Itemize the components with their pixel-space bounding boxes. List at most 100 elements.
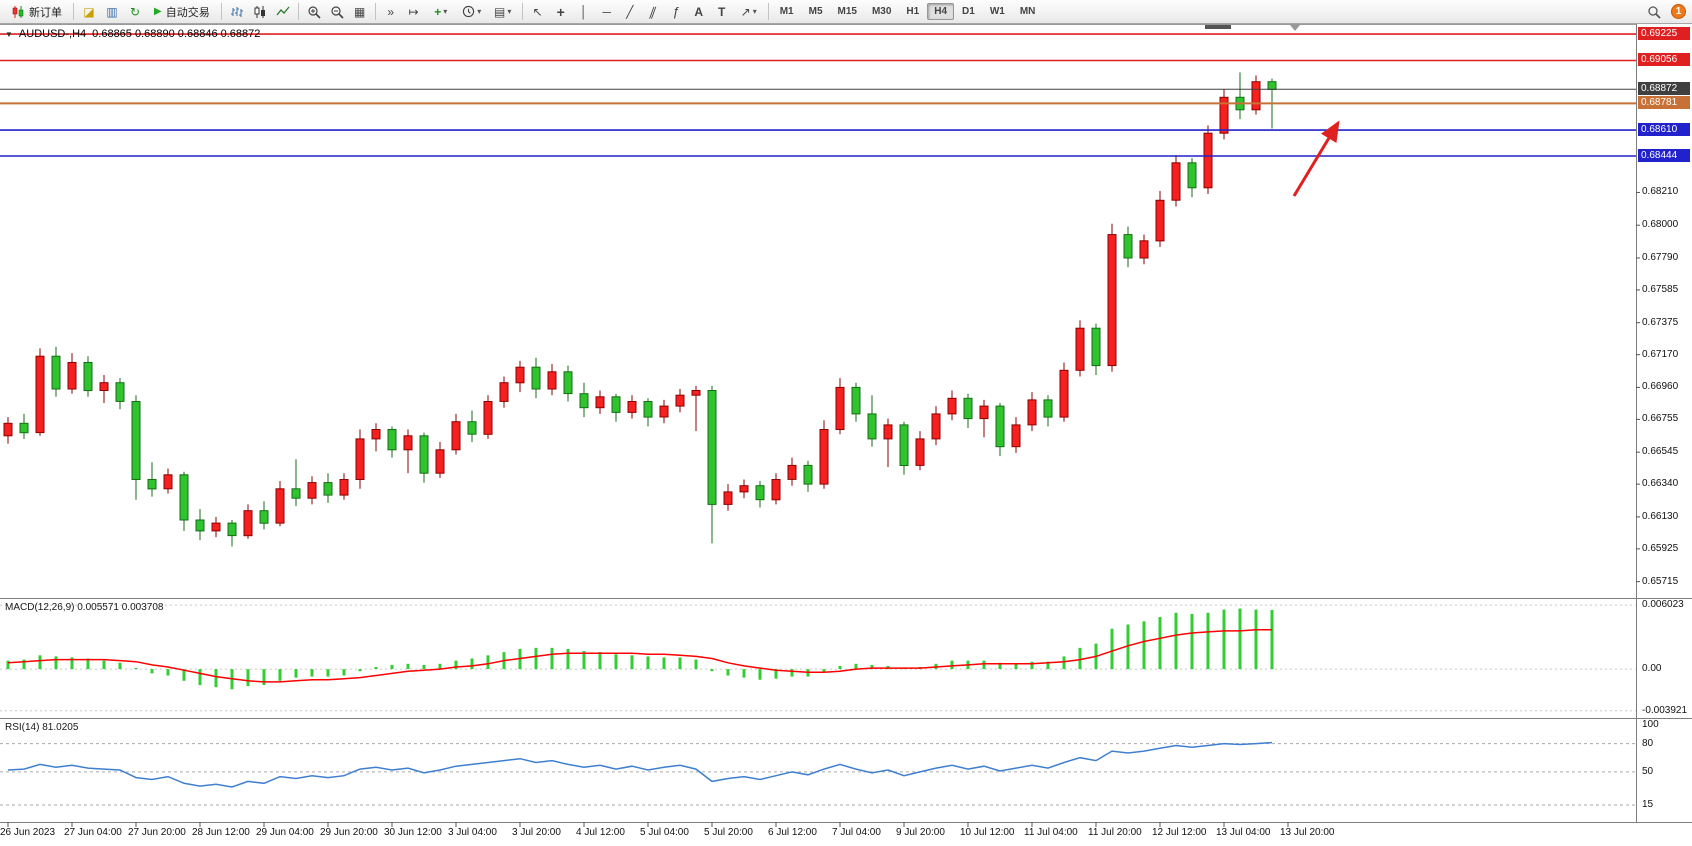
one-click-trading-toggle[interactable]: ▼ [5,29,13,39]
candle-body [851,386,861,415]
macd-histogram-bar [6,660,10,670]
bar-chart-icon[interactable] [226,2,248,22]
macd-histogram-bar [566,648,570,670]
timeframe-M5[interactable]: M5 [808,6,823,17]
candle-body [195,519,205,532]
macd-histogram-bar [854,663,858,670]
search-icon[interactable] [1643,2,1665,22]
candle-body [1059,369,1069,418]
separator [767,3,769,20]
notification-badge[interactable]: 1 [1671,4,1686,19]
cursor-tool-icon[interactable]: ↖ [532,4,543,19]
candle-body [211,522,221,532]
macd-histogram-bar [1062,656,1066,670]
candle-body [531,366,541,390]
candle-body [1139,240,1149,259]
macd-histogram-bar [54,656,58,670]
timeframe-H1[interactable]: H1 [906,6,920,17]
zoom-in-icon[interactable] [303,2,325,22]
macd-histogram-bar [214,669,218,688]
candle-body [755,485,765,501]
refresh-icon[interactable]: ↻ [129,4,141,19]
charts-profile-icon[interactable]: ◪ [83,4,95,19]
candle-body [3,422,13,437]
auto-scroll-icon[interactable]: » [387,4,395,19]
candle-body [19,422,29,434]
quote-ohlc-label: 0.68865 0.68890 0.68846 0.68872 [92,28,261,40]
macd-histogram-bar [598,652,602,670]
candle-body [419,435,429,474]
candle-body [1075,327,1085,371]
macd-histogram-bar [742,669,746,678]
macd-histogram-bar [262,669,266,686]
candlestick-chart-icon[interactable] [249,2,271,22]
macd-histogram-bar [838,665,842,670]
timeframe-M1[interactable]: M1 [779,6,794,17]
macd-histogram-bar [694,659,698,670]
chart-canvas[interactable] [0,24,1692,846]
chart-scrollbar-thumb[interactable] [1205,25,1231,29]
candle-body [947,397,957,415]
candle-body [403,435,413,451]
chart-area: 0.006023 0.00 -0.003921 100 80 50 15 0.69225 0.6… [0,24,1692,846]
timeframe-M30[interactable]: M30 [871,6,892,17]
zoom-out-icon[interactable] [326,2,348,22]
timeframe-D1[interactable]: D1 [962,6,975,17]
candle-body [1203,132,1213,189]
macd-histogram-bar [870,664,874,670]
fibonacci-tool-icon[interactable]: ƒ [672,4,680,19]
arrows-tool-icon: ↗ [740,4,751,19]
candle-body [963,397,973,420]
indicators-button[interactable]: + ▾ [426,2,456,22]
arrows-tool-button[interactable]: ↗ ▾ [734,2,764,22]
trendline-tool-icon[interactable]: ╱ [626,4,634,19]
candle-body [163,474,173,490]
candle-body [147,479,157,490]
autotrading-button[interactable]: ▶ 自动交易 [147,2,217,22]
new-order-label: 新订单 [29,6,62,19]
separator [73,3,74,20]
crosshair-tool-icon[interactable]: + [556,3,565,20]
candle-body [483,401,493,435]
horizontal-line-tool-icon[interactable]: ─ [602,4,611,19]
trend-arrow-annotation[interactable] [1292,120,1340,197]
vertical-line-tool-icon[interactable]: │ [579,4,588,19]
candlestick-series [3,72,1277,547]
macd-histogram-bar [454,660,458,670]
candle-body [883,424,893,440]
candle-body [1027,399,1037,426]
candle-body [371,429,381,440]
text-tool-icon[interactable]: A [694,4,704,19]
candle-body [675,394,685,407]
candle-body [595,396,605,409]
new-order-button[interactable]: 新订单 [4,2,69,22]
channel-tool-icon[interactable]: ∥ [647,4,659,19]
macd-histogram-bar [246,669,250,687]
tile-windows-icon[interactable]: ▦ [354,4,366,19]
separator [521,3,523,20]
candle-body [275,488,285,524]
separator [297,3,299,20]
macd-histogram-bar [758,669,762,680]
text-label-tool-icon[interactable]: T [718,4,726,19]
timeframe-M15[interactable]: M15 [837,6,857,17]
line-chart-icon[interactable] [272,2,294,22]
macd-histogram-bar [1126,624,1130,670]
timeframe-MN[interactable]: MN [1019,6,1036,17]
periods-button[interactable]: ▾ [457,2,487,22]
timeframe-W1[interactable]: W1 [989,6,1005,17]
caret-down-icon: ▾ [507,7,512,16]
macd-histogram-bar [630,655,634,670]
market-watch-icon[interactable]: ▥ [106,4,118,19]
chart-shift-marker[interactable] [1290,25,1300,31]
rsi-indicator-label: RSI(14) 81.0205 [5,722,79,733]
chart-shift-icon[interactable]: ↦ [408,4,419,19]
candle-body [691,390,701,396]
candle-body [1107,234,1117,367]
macd-histogram-bar [326,669,330,677]
macd-histogram-bar [1142,621,1146,670]
macd-histogram-bar [374,667,378,670]
candle-body [1267,81,1277,91]
timeframe-H4[interactable]: H4 [927,3,955,20]
templates-button[interactable]: ▤ ▾ [488,2,518,22]
